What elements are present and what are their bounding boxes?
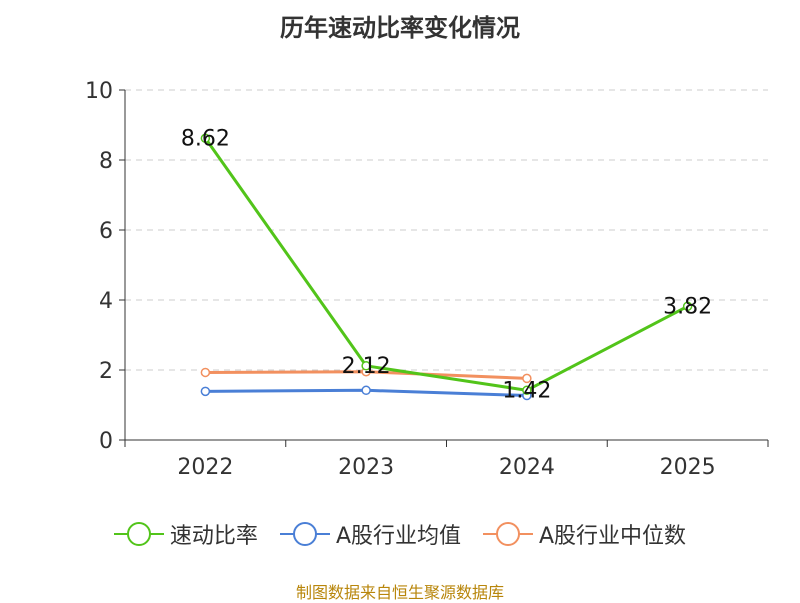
data-point	[522, 385, 532, 396]
legend-item-industry-median[interactable]: A股行业中位数	[483, 518, 686, 550]
legend-item-industry-mean[interactable]: A股行业均值	[279, 518, 461, 550]
x-tick-label: 2022	[177, 455, 233, 480]
y-tick-label: 6	[99, 219, 113, 244]
data-labels: 8.62 2.12 1.42 3.82	[181, 126, 712, 403]
legend-label: A股行业均值	[335, 524, 461, 549]
grid-lines	[125, 89, 768, 371]
data-label: 3.82	[663, 294, 712, 319]
y-tick-label: 2	[99, 359, 113, 384]
legend-marker-icon	[483, 522, 533, 546]
series-line	[204, 137, 689, 392]
x-tick-label: 2023	[338, 455, 394, 480]
data-label: 1.42	[502, 378, 551, 403]
x-tick-label: 2025	[660, 455, 716, 480]
data-label: 8.62	[181, 126, 230, 151]
data-point	[682, 301, 693, 312]
x-tick-label: 2024	[499, 455, 555, 480]
data-point	[200, 386, 211, 397]
chart-title: 历年速动比率变化情况	[280, 14, 520, 42]
legend: 速动比率 A股行业均值 A股行业中位数	[0, 518, 800, 550]
y-tick-label: 0	[99, 429, 113, 454]
legend-marker-icon	[113, 522, 164, 546]
legend-label: A股行业中位数	[539, 524, 687, 549]
data-point	[522, 373, 532, 384]
legend-marker-icon	[279, 522, 330, 546]
y-tick-label: 8	[99, 149, 113, 174]
legend-item-quick-ratio[interactable]: 速动比率	[113, 518, 258, 550]
series-lines	[200, 133, 693, 401]
y-tick-label: 4	[99, 289, 113, 314]
data-point	[361, 385, 371, 396]
data-point	[200, 133, 211, 144]
y-tick-label: 10	[85, 79, 113, 104]
data-source-note: 制图数据来自恒生聚源数据库	[295, 583, 504, 602]
data-point	[200, 367, 211, 378]
data-point	[361, 361, 371, 371]
legend-label: 速动比率	[169, 524, 258, 549]
axes: 0 2 4 6 8 10 2022 2023 2024 2025	[85, 79, 769, 480]
data-label: 2.12	[342, 354, 391, 379]
